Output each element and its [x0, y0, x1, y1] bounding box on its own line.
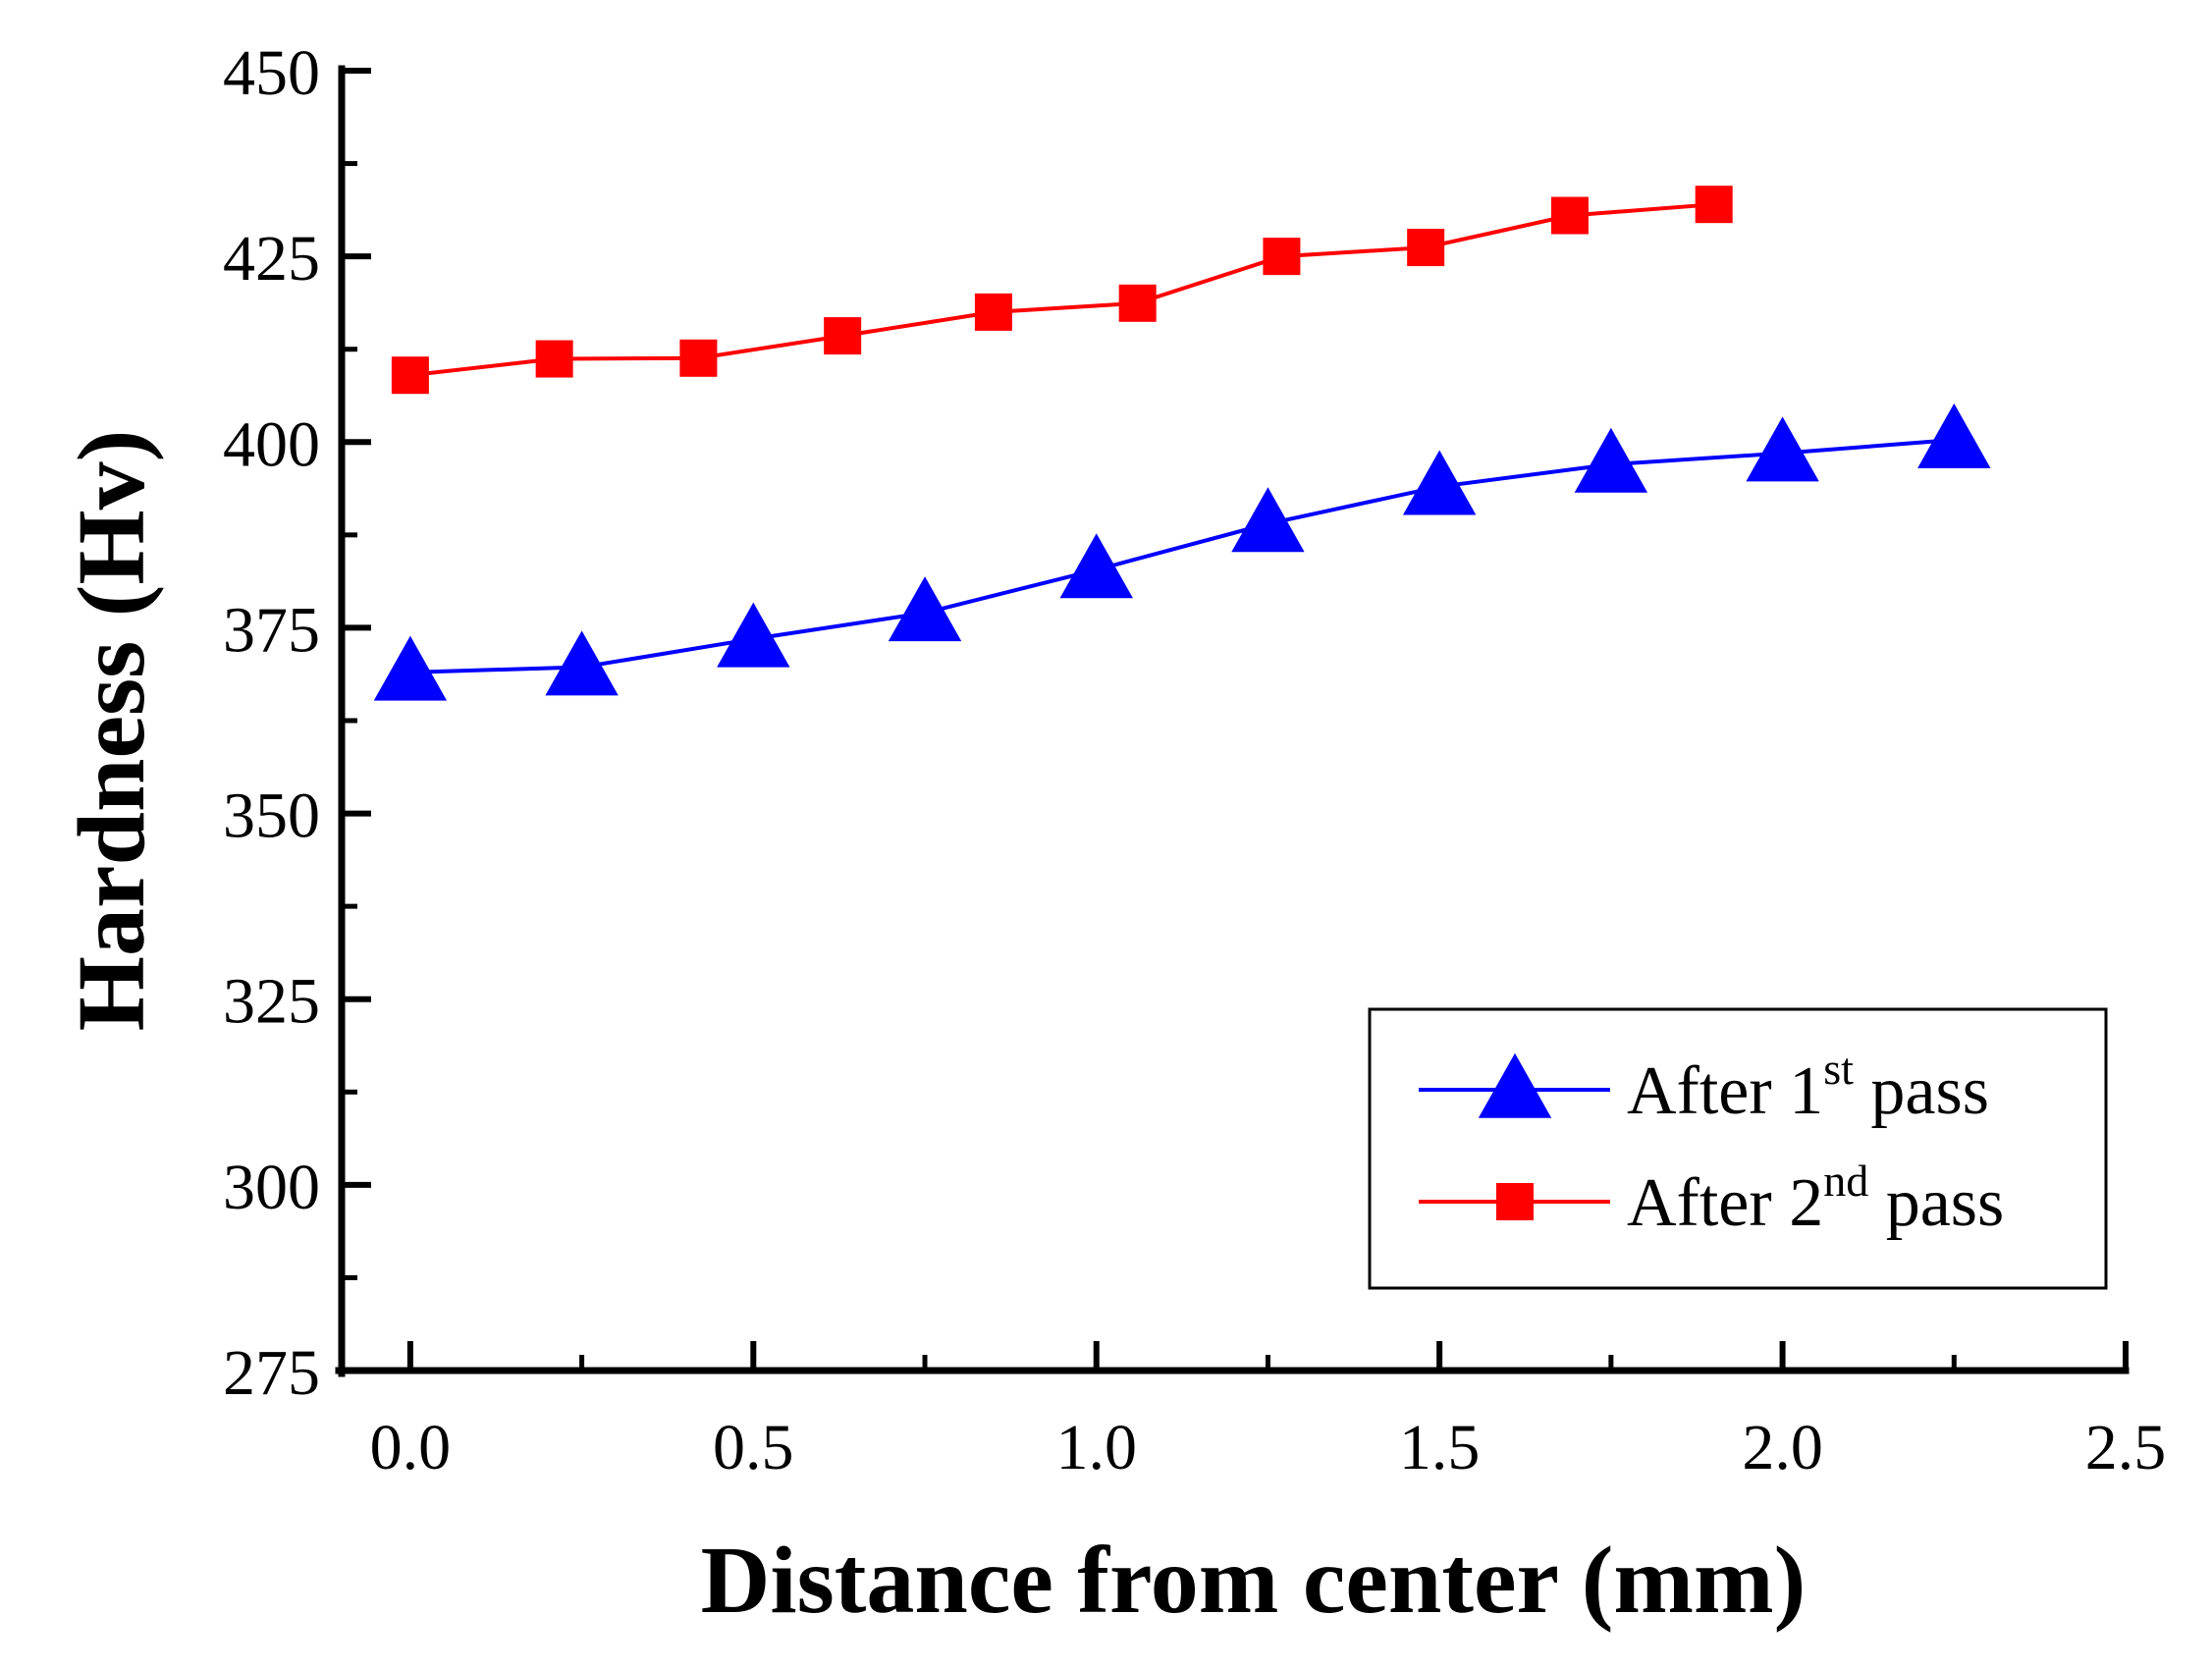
data-point-square: [1550, 196, 1589, 235]
legend-label: After 2nd pass: [1627, 1156, 2004, 1241]
data-point-triangle: [717, 602, 790, 668]
legend-marker-square: [1496, 1183, 1534, 1220]
y-tick-label: 425: [223, 223, 320, 295]
legend-label-superscript: st: [1823, 1044, 1854, 1094]
data-point-square: [824, 317, 862, 355]
series-1: [373, 403, 1991, 701]
x-tick-label: 1.5: [1399, 1412, 1481, 1483]
data-point-triangle: [1402, 450, 1477, 515]
y-tick-label: 300: [223, 1152, 320, 1223]
y-axis-title: Hardness (Hv): [59, 430, 165, 1032]
y-tick-label: 375: [223, 594, 320, 666]
data-point-triangle: [1574, 427, 1648, 493]
x-tick-label: 2.5: [2085, 1412, 2167, 1483]
legend-entry-1: After 1st pass: [1419, 1044, 1989, 1129]
data-point-square: [391, 356, 429, 395]
data-point-triangle: [1746, 416, 1819, 482]
series-2-line: [409, 202, 1714, 378]
data-point-triangle: [888, 576, 962, 642]
data-point-square: [535, 340, 573, 378]
legend-label-base: After 1: [1627, 1053, 1823, 1129]
x-axis-title: Distance from center (mm): [701, 1528, 1807, 1634]
data-point-triangle: [1917, 403, 1991, 468]
x-tick-label: 0.0: [370, 1412, 452, 1483]
data-point-triangle: [373, 635, 448, 701]
y-tick-label: 275: [223, 1337, 320, 1409]
data-point-square: [1407, 229, 1445, 267]
data-point-square: [1263, 238, 1301, 276]
data-point-triangle: [1231, 487, 1305, 553]
legend-label-tail: pass: [1854, 1053, 1989, 1129]
series-layer: [373, 186, 1991, 701]
y-tick-label: 325: [223, 966, 320, 1038]
series-1-line: [409, 438, 1955, 674]
legend-label-base: After 2: [1627, 1165, 1823, 1241]
x-tick-label: 0.5: [713, 1412, 794, 1483]
data-point-square: [974, 293, 1012, 331]
legend-label-tail: pass: [1868, 1165, 2004, 1241]
legend-box: [1368, 1007, 2108, 1290]
legend-label-superscript: nd: [1823, 1156, 1868, 1206]
data-point-triangle: [545, 630, 619, 696]
data-point-square: [1695, 186, 1733, 224]
legend-label: After 1st pass: [1627, 1044, 1989, 1129]
legend-marker-triangle: [1478, 1052, 1552, 1118]
data-point-square: [1118, 284, 1157, 322]
x-tick-label: 1.0: [1055, 1412, 1137, 1483]
y-tick-label: 400: [223, 408, 320, 480]
y-tick-label: 350: [223, 781, 320, 852]
legend-entry-2: After 2nd pass: [1419, 1156, 2004, 1241]
data-point-triangle: [1059, 533, 1133, 599]
data-point-square: [679, 339, 718, 377]
x-tick-label: 2.0: [1742, 1412, 1823, 1483]
axes: 275 300 325 350 375 400 425 450 0.0 0.5 1.0 1.5 2.0 2…: [223, 37, 2166, 1483]
y-tick-label: 450: [223, 37, 320, 109]
series-2: [391, 186, 1733, 395]
